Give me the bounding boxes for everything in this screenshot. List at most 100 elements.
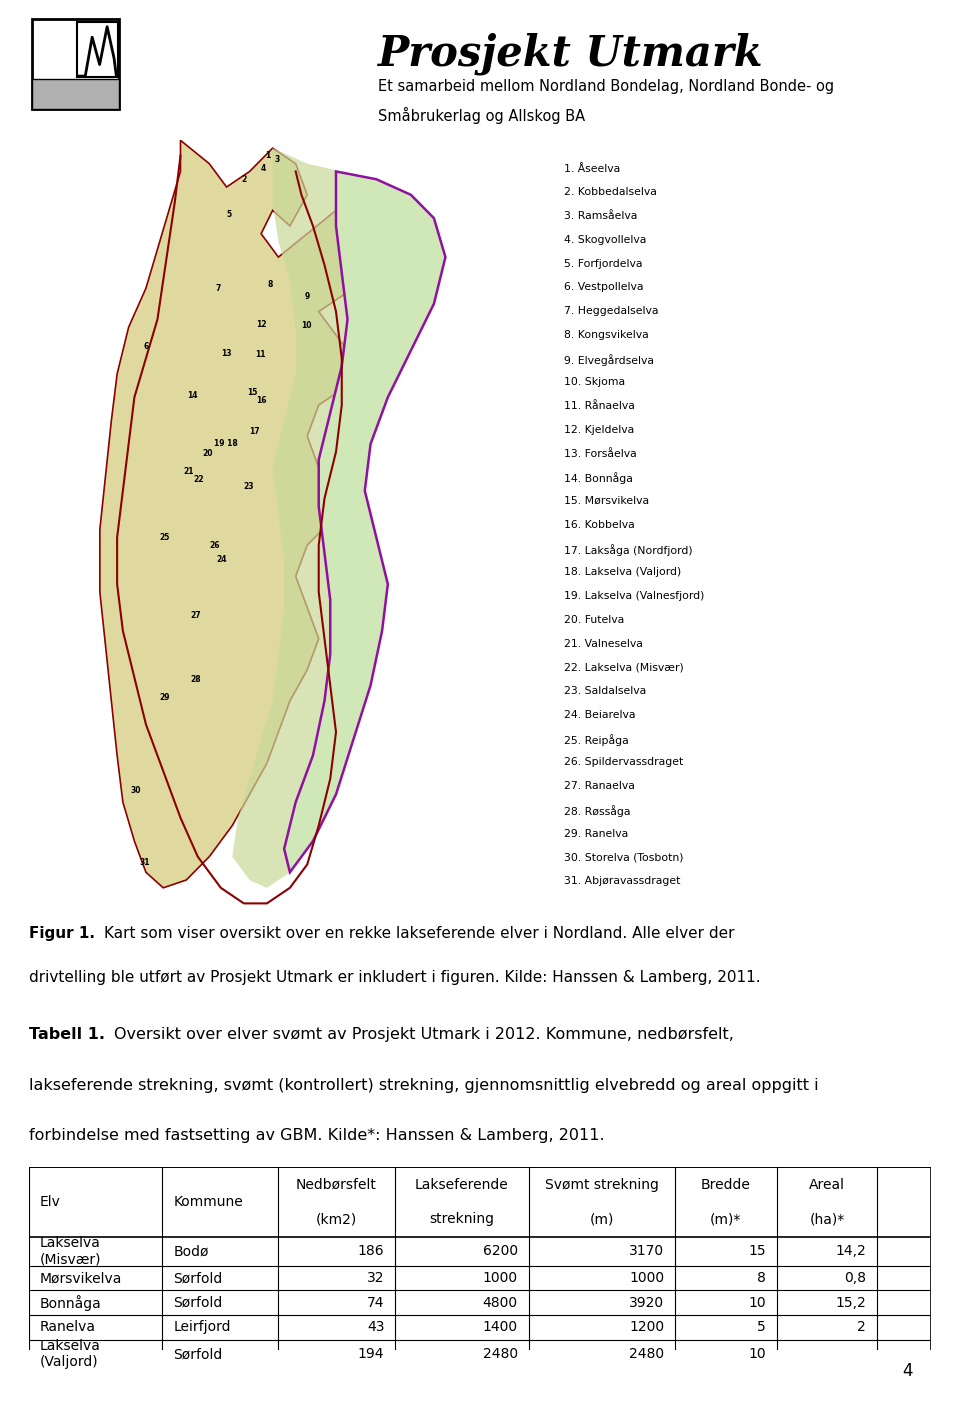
Text: Bodø: Bodø [173, 1244, 208, 1258]
Text: 43: 43 [367, 1320, 384, 1334]
Text: 13. Forsåelva: 13. Forsåelva [564, 449, 637, 459]
Text: 14: 14 [187, 391, 197, 400]
Text: 15: 15 [248, 389, 257, 397]
Text: 31. Abjøravassdraget: 31. Abjøravassdraget [564, 875, 681, 887]
Text: Figur 1.: Figur 1. [29, 926, 95, 941]
Text: 23: 23 [243, 483, 253, 491]
Text: 9: 9 [304, 292, 310, 300]
Text: 22: 22 [194, 474, 204, 484]
Text: 14. Bonnåga: 14. Bonnåga [564, 473, 634, 484]
Text: 7: 7 [215, 283, 221, 293]
Text: Bonnåga: Bonnåga [39, 1295, 102, 1310]
Text: 4800: 4800 [483, 1296, 517, 1310]
Text: 8. Kongsvikelva: 8. Kongsvikelva [564, 330, 649, 340]
Text: Lakselva
(Misvær): Lakselva (Misvær) [39, 1236, 101, 1267]
Text: 5: 5 [227, 210, 232, 219]
Text: 21: 21 [184, 467, 194, 476]
Text: 19 18: 19 18 [213, 439, 237, 449]
Text: 25. Reipåga: 25. Reipåga [564, 734, 629, 745]
Text: 74: 74 [367, 1296, 384, 1310]
Text: Svømt strekning: Svømt strekning [545, 1177, 659, 1191]
Text: 20. Futelva: 20. Futelva [564, 615, 625, 624]
Text: 5: 5 [757, 1320, 766, 1334]
Text: 26: 26 [210, 540, 220, 550]
Text: 28: 28 [191, 675, 202, 685]
Text: 10: 10 [749, 1296, 766, 1310]
Text: 16. Kobbelva: 16. Kobbelva [564, 521, 636, 530]
Text: 15. Mørsvikelva: 15. Mørsvikelva [564, 497, 650, 506]
Text: 23. Saldalselva: 23. Saldalselva [564, 686, 647, 696]
Text: 30. Storelva (Tosbotn): 30. Storelva (Tosbotn) [564, 853, 684, 863]
Text: Tabell 1.: Tabell 1. [29, 1027, 105, 1042]
Text: Sørfold: Sørfold [173, 1296, 223, 1310]
Text: 3: 3 [274, 156, 279, 164]
Text: 19. Lakselva (Valnesfjord): 19. Lakselva (Valnesfjord) [564, 591, 705, 600]
Text: 12: 12 [256, 320, 266, 328]
Text: 13: 13 [222, 349, 231, 358]
Text: 21. Valneselva: 21. Valneselva [564, 638, 643, 648]
Text: 4: 4 [261, 164, 266, 173]
Text: 10: 10 [300, 321, 311, 330]
Text: Lakseferende: Lakseferende [415, 1177, 509, 1191]
Text: 2. Kobbedalselva: 2. Kobbedalselva [564, 188, 658, 198]
Text: 8: 8 [267, 279, 273, 289]
Bar [33, 20, 119, 108]
Bar [33, 79, 119, 108]
Text: 1. Åseelva: 1. Åseelva [564, 164, 621, 174]
Text: 4. Skogvollelva: 4. Skogvollelva [564, 234, 647, 246]
Text: 3920: 3920 [629, 1296, 664, 1310]
Polygon shape [100, 140, 376, 888]
Text: 5. Forfjordelva: 5. Forfjordelva [564, 258, 643, 268]
Text: Prosjekt Utmark: Prosjekt Utmark [377, 32, 763, 76]
Text: 1: 1 [265, 152, 271, 160]
Text: Mørsvikelva: Mørsvikelva [39, 1271, 122, 1285]
Text: 186: 186 [358, 1244, 384, 1258]
Text: 194: 194 [358, 1347, 384, 1361]
Text: Nedbørsfelt: Nedbørsfelt [296, 1177, 377, 1191]
Text: Elv: Elv [39, 1195, 60, 1209]
Text: 29. Ranelva: 29. Ranelva [564, 829, 629, 839]
Text: 17: 17 [249, 427, 259, 436]
Text: Et samarbeid mellom Nordland Bondelag, Nordland Bonde- og: Et samarbeid mellom Nordland Bondelag, N… [377, 79, 833, 94]
Text: lakseferende strekning, svømt (kontrollert) strekning, gjennomsnittlig elvebredd: lakseferende strekning, svømt (kontrolle… [29, 1078, 819, 1093]
Text: 30: 30 [131, 786, 141, 796]
Text: Kart som viser oversikt over en rekke lakseferende elver i Nordland. Alle elver : Kart som viser oversikt over en rekke la… [104, 926, 734, 941]
Text: 14,2: 14,2 [835, 1244, 866, 1258]
Text: (ha)*: (ha)* [809, 1212, 845, 1226]
Text: 32: 32 [367, 1271, 384, 1285]
Text: 28. Røssåga: 28. Røssåga [564, 805, 631, 817]
Text: 10: 10 [749, 1347, 766, 1361]
Text: 20: 20 [203, 449, 213, 457]
Text: 10. Skjoma: 10. Skjoma [564, 377, 626, 387]
Text: Oversikt over elver svømt av Prosjekt Utmark i 2012. Kommune, nedbørsfelt,: Oversikt over elver svømt av Prosjekt Ut… [113, 1027, 733, 1042]
Text: strekning: strekning [429, 1212, 494, 1226]
Text: 4: 4 [902, 1362, 913, 1381]
Text: 2480: 2480 [629, 1347, 664, 1361]
Text: 7. Heggedalselva: 7. Heggedalselva [564, 306, 659, 316]
Text: 27: 27 [191, 610, 202, 620]
Text: 27. Ranaelva: 27. Ranaelva [564, 781, 636, 791]
Text: 2: 2 [241, 175, 247, 184]
Text: 26. Spildervassdraget: 26. Spildervassdraget [564, 758, 684, 767]
Text: 8: 8 [757, 1271, 766, 1285]
Text: Leirfjord: Leirfjord [173, 1320, 230, 1334]
Text: Bredde: Bredde [701, 1177, 751, 1191]
Text: forbindelse med fastsetting av GBM. Kilde*: Hanssen & Lamberg, 2011.: forbindelse med fastsetting av GBM. Kild… [29, 1128, 605, 1143]
Text: 25: 25 [159, 533, 170, 542]
Text: (m): (m) [589, 1212, 614, 1226]
Text: Lakselva
(Valjord): Lakselva (Valjord) [39, 1338, 101, 1369]
Text: 15: 15 [749, 1244, 766, 1258]
Text: 6. Vestpollelva: 6. Vestpollelva [564, 282, 644, 292]
Text: 17. Laksåga (Nordfjord): 17. Laksåga (Nordfjord) [564, 543, 693, 556]
Text: 2: 2 [857, 1320, 866, 1334]
Text: 3. Ramsåelva: 3. Ramsåelva [564, 212, 637, 222]
Text: Kommune: Kommune [173, 1195, 243, 1209]
Text: 0,8: 0,8 [844, 1271, 866, 1285]
Text: 2480: 2480 [483, 1347, 517, 1361]
Bar [77, 22, 117, 77]
Text: 1400: 1400 [483, 1320, 517, 1334]
Text: 1200: 1200 [629, 1320, 664, 1334]
Text: (m)*: (m)* [710, 1212, 741, 1226]
Polygon shape [232, 149, 445, 888]
Text: 11. Rånaelva: 11. Rånaelva [564, 401, 636, 411]
